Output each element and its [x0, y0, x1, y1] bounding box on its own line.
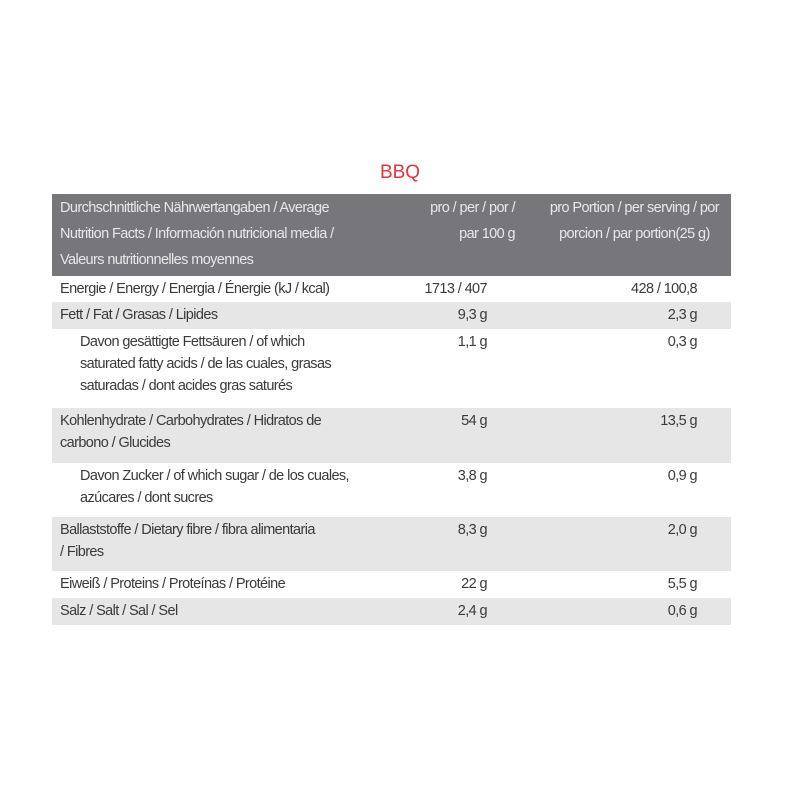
- nutrient-label-line: saturadas / dont acides gras saturés: [80, 378, 293, 394]
- table-header: Durchschnittliche Nährwertangaben / Aver…: [52, 194, 731, 276]
- value-per-serving: 2,3 g: [667, 307, 698, 323]
- table-row: Davon Zucker / of which sugar / de los c…: [52, 463, 731, 517]
- value-per-serving: 0,6 g: [667, 603, 698, 619]
- header-label-line: Valeurs nutritionnelles moyennes: [60, 252, 254, 268]
- nutrient-label: Eiweiß / Proteins / Proteínas / Protéine: [60, 573, 286, 595]
- value-per-100g: 22 g: [461, 576, 487, 592]
- value-per-100g: 8,3 g: [457, 522, 488, 538]
- table-row: Kohlenhydrate / Carbohydrates / Hidratos…: [52, 408, 731, 463]
- nutrient-label-line: Davon gesättigte Fettsäuren / of which: [80, 334, 305, 350]
- value-per-serving: 13,5 g: [660, 413, 697, 429]
- product-title: BBQ: [379, 162, 421, 183]
- nutrient-label: Fett / Fat / Grasas / Lipides: [60, 304, 218, 326]
- header-per100-line: pro / per / por /: [430, 200, 516, 216]
- nutrient-label-line: azúcares / dont sucres: [80, 490, 213, 506]
- nutrient-label: Kohlenhydrate / Carbohydrates / Hidratos…: [60, 410, 322, 454]
- header-serving-line: pro Portion / per serving / por: [549, 200, 720, 216]
- value-per-serving: 0,9 g: [667, 468, 698, 484]
- value-per-serving: 2,0 g: [667, 522, 698, 538]
- nutrient-label-line: saturated fatty acids / de las cuales, g…: [80, 356, 332, 372]
- nutrient-label-line: Kohlenhydrate / Carbohydrates / Hidratos…: [60, 413, 322, 429]
- value-per-100g: 9,3 g: [457, 307, 488, 323]
- value-per-100g: 2,4 g: [457, 603, 488, 619]
- nutrient-label: Davon gesättigte Fettsäuren / of which sa…: [80, 331, 332, 397]
- nutrient-label-line: Energie / Energy / Energia / Énergie (kJ…: [60, 281, 330, 297]
- nutrient-label: Ballaststoffe / Dietary fibre / fibra al…: [60, 519, 315, 563]
- nutrient-label-line: Salz / Salt / Sal / Sel: [60, 603, 178, 619]
- table-row: Salz / Salt / Sal / Sel 2,4 g 0,6 g: [52, 598, 731, 625]
- value-per-100g: 1,1 g: [457, 334, 488, 350]
- header-label-line: Durchschnittliche Nährwertangaben / Aver…: [60, 200, 330, 216]
- table-row: Ballaststoffe / Dietary fibre / fibra al…: [52, 517, 731, 571]
- nutrition-table: Durchschnittliche Nährwertangaben / Aver…: [52, 194, 731, 625]
- value-per-100g: 3,8 g: [457, 468, 488, 484]
- header-label-line: Nutrition Facts / Información nutriciona…: [60, 226, 334, 242]
- nutrient-label-line: Fett / Fat / Grasas / Lipides: [60, 307, 218, 323]
- nutrient-label: Salz / Salt / Sal / Sel: [60, 600, 178, 622]
- header-per100-line: par 100 g: [459, 226, 515, 242]
- value-per-serving: 428 / 100,8: [631, 281, 698, 297]
- nutrient-label-line: carbono / Glucides: [60, 435, 171, 451]
- value-per-serving: 5,5 g: [667, 576, 698, 592]
- value-per-100g: 54 g: [461, 413, 487, 429]
- table-body: Energie / Energy / Energia / Énergie (kJ…: [52, 276, 731, 625]
- nutrient-label: Davon Zucker / of which sugar / de los c…: [80, 465, 350, 509]
- header-per-serving: pro Portion / per serving / por porcion …: [549, 195, 720, 247]
- table-row: Fett / Fat / Grasas / Lipides 9,3 g 2,3 g: [52, 302, 731, 329]
- nutrient-label: Energie / Energy / Energia / Énergie (kJ…: [60, 278, 330, 300]
- nutrient-label-line: Davon Zucker / of which sugar / de los c…: [80, 468, 350, 484]
- value-per-serving: 0,3 g: [667, 334, 698, 350]
- table-row: Energie / Energy / Energia / Énergie (kJ…: [52, 276, 731, 302]
- header-serving-line: porcion / par portion(25 g): [559, 226, 710, 242]
- nutrient-label-line: Ballaststoffe / Dietary fibre / fibra al…: [60, 522, 315, 538]
- nutrient-label-line: Eiweiß / Proteins / Proteínas / Protéine: [60, 576, 286, 592]
- table-row: Eiweiß / Proteins / Proteínas / Protéine…: [52, 571, 731, 598]
- header-per-100g: pro / per / por / par 100 g: [430, 195, 516, 247]
- value-per-100g: 1713 / 407: [424, 281, 487, 297]
- header-nutrient-label: Durchschnittliche Nährwertangaben / Aver…: [60, 195, 334, 273]
- table-row: Davon gesättigte Fettsäuren / of which sa…: [52, 329, 731, 408]
- nutrient-label-line: / Fibres: [60, 544, 104, 560]
